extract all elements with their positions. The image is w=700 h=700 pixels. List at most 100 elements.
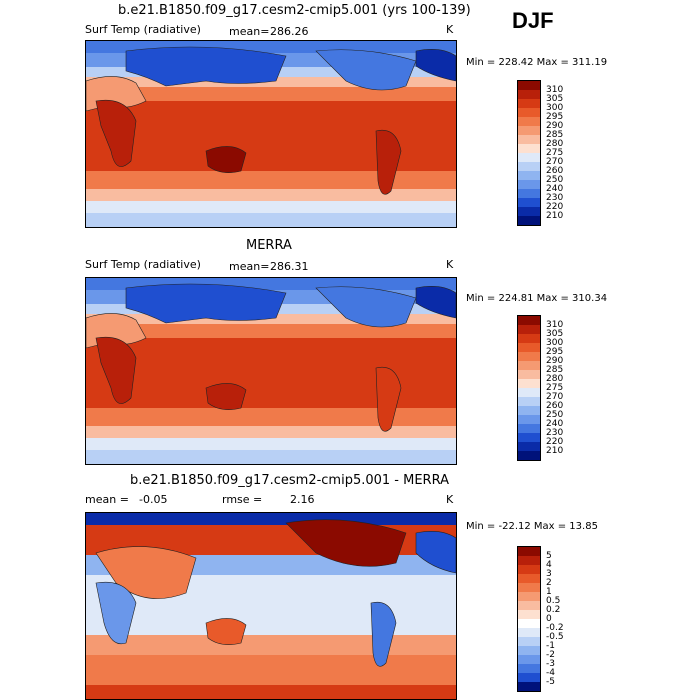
colorbar-tick-label: -3 xyxy=(546,659,555,669)
colorbar-tick-label: 230 xyxy=(546,193,564,203)
mean-value: 286.26 xyxy=(270,25,309,38)
colorbar xyxy=(517,315,541,461)
colorbar-tick-label: 230 xyxy=(546,428,564,438)
map-obs xyxy=(85,277,457,465)
colorbar-cell xyxy=(518,379,540,388)
colorbar-tick-label: 305 xyxy=(546,94,564,104)
colorbar-cell xyxy=(518,610,540,619)
colorbar-tick-label: 4 xyxy=(546,560,552,570)
colorbar-cell xyxy=(518,90,540,99)
colorbar-cell xyxy=(518,108,540,117)
colorbar-cell xyxy=(518,424,540,433)
map-svg xyxy=(86,513,456,699)
colorbar-tick-label: 305 xyxy=(546,329,564,339)
colorbar-tick-label: 270 xyxy=(546,392,564,402)
colorbar-tick-label: 280 xyxy=(546,139,564,149)
colorbar-tick-label: 295 xyxy=(546,112,564,122)
colorbar-tick-label: 310 xyxy=(546,85,564,95)
colorbar-cell xyxy=(518,216,540,225)
colorbar-tick-label: 300 xyxy=(546,338,564,348)
colorbar-tick-label: 300 xyxy=(546,103,564,113)
colorbar-cell xyxy=(518,433,540,442)
colorbar-cell xyxy=(518,198,540,207)
colorbar-cell xyxy=(518,415,540,424)
colorbar-tick-label: 280 xyxy=(546,374,564,384)
colorbar-tick-label: 250 xyxy=(546,410,564,420)
units-label: K xyxy=(446,493,454,506)
colorbar-tick-label: -0.2 xyxy=(546,623,564,633)
colorbar-tick-label: 220 xyxy=(546,202,564,212)
units-label: K xyxy=(446,23,454,36)
colorbar-cell xyxy=(518,99,540,108)
colorbar-tick-label: 310 xyxy=(546,320,564,330)
colorbar-cell xyxy=(518,135,540,144)
colorbar-tick-label: 285 xyxy=(546,130,564,140)
colorbar-tick-label: -2 xyxy=(546,650,555,660)
colorbar-cell xyxy=(518,655,540,664)
colorbar-tick-label: 240 xyxy=(546,419,564,429)
colorbar-tick-label: 240 xyxy=(546,184,564,194)
units-label: K xyxy=(446,258,454,271)
colorbar-tick-label: 5 xyxy=(546,551,552,561)
colorbar-tick-label: 2 xyxy=(546,578,552,588)
colorbar-cell xyxy=(518,189,540,198)
colorbar-tick-label: 210 xyxy=(546,211,564,221)
colorbar-cell xyxy=(518,442,540,451)
map-svg xyxy=(86,278,456,464)
colorbar-cell xyxy=(518,547,540,556)
colorbar-tick-label: -4 xyxy=(546,668,555,678)
variable-label: Surf Temp (radiative) xyxy=(85,23,201,36)
colorbar xyxy=(517,80,541,226)
colorbar-cell xyxy=(518,406,540,415)
panel-title: MERRA xyxy=(246,238,292,253)
colorbar-cell xyxy=(518,619,540,628)
colorbar-cell xyxy=(518,352,540,361)
colorbar-cell xyxy=(518,583,540,592)
colorbar-tick-label: -5 xyxy=(546,677,555,687)
colorbar-tick-label: 0.2 xyxy=(546,605,561,615)
variable-label: Surf Temp (radiative) xyxy=(85,258,201,271)
colorbar-tick-label: 0.5 xyxy=(546,596,561,606)
colorbar-cell xyxy=(518,682,540,691)
colorbar-cell xyxy=(518,126,540,135)
season-label: DJF xyxy=(512,8,554,33)
colorbar-cell xyxy=(518,628,540,637)
colorbar-cell xyxy=(518,646,540,655)
colorbar-cell xyxy=(518,574,540,583)
colorbar-cell xyxy=(518,637,540,646)
colorbar-tick-label: 260 xyxy=(546,166,564,176)
colorbar-tick-label: 260 xyxy=(546,401,564,411)
map-model xyxy=(85,40,457,228)
minmax-label: Min = 228.42 Max = 311.19 xyxy=(466,57,608,68)
rmse-value: 2.16 xyxy=(290,493,315,506)
colorbar-cell xyxy=(518,361,540,370)
mean-label: mean= xyxy=(229,260,270,273)
map-difference xyxy=(85,512,457,700)
colorbar-cell xyxy=(518,451,540,460)
colorbar-cell xyxy=(518,207,540,216)
colorbar-tick-label: 285 xyxy=(546,365,564,375)
mean-value: 286.31 xyxy=(270,260,309,273)
colorbar-cell xyxy=(518,325,540,334)
colorbar-cell xyxy=(518,81,540,90)
colorbar-tick-label: 210 xyxy=(546,446,564,456)
minmax-label: Min = -22.12 Max = 13.85 xyxy=(466,521,598,532)
colorbar-tick-label: -0.5 xyxy=(546,632,564,642)
colorbar-tick-label: 290 xyxy=(546,121,564,131)
panel-title: b.e21.B1850.f09_g17.cesm2-cmip5.001 - ME… xyxy=(130,473,449,488)
colorbar-tick-label: 220 xyxy=(546,437,564,447)
colorbar-cell xyxy=(518,162,540,171)
colorbar-tick-label: 3 xyxy=(546,569,552,579)
colorbar-cell xyxy=(518,556,540,565)
colorbar-tick-label: 295 xyxy=(546,347,564,357)
colorbar-cell xyxy=(518,388,540,397)
colorbar xyxy=(517,546,541,692)
mean-value: -0.05 xyxy=(139,493,168,506)
colorbar-cell xyxy=(518,601,540,610)
colorbar-cell xyxy=(518,343,540,352)
minmax-label: Min = 224.81 Max = 310.34 xyxy=(466,293,608,304)
colorbar-tick-label: 1 xyxy=(546,587,552,597)
colorbar-cell xyxy=(518,171,540,180)
colorbar-cell xyxy=(518,592,540,601)
colorbar-cell xyxy=(518,664,540,673)
